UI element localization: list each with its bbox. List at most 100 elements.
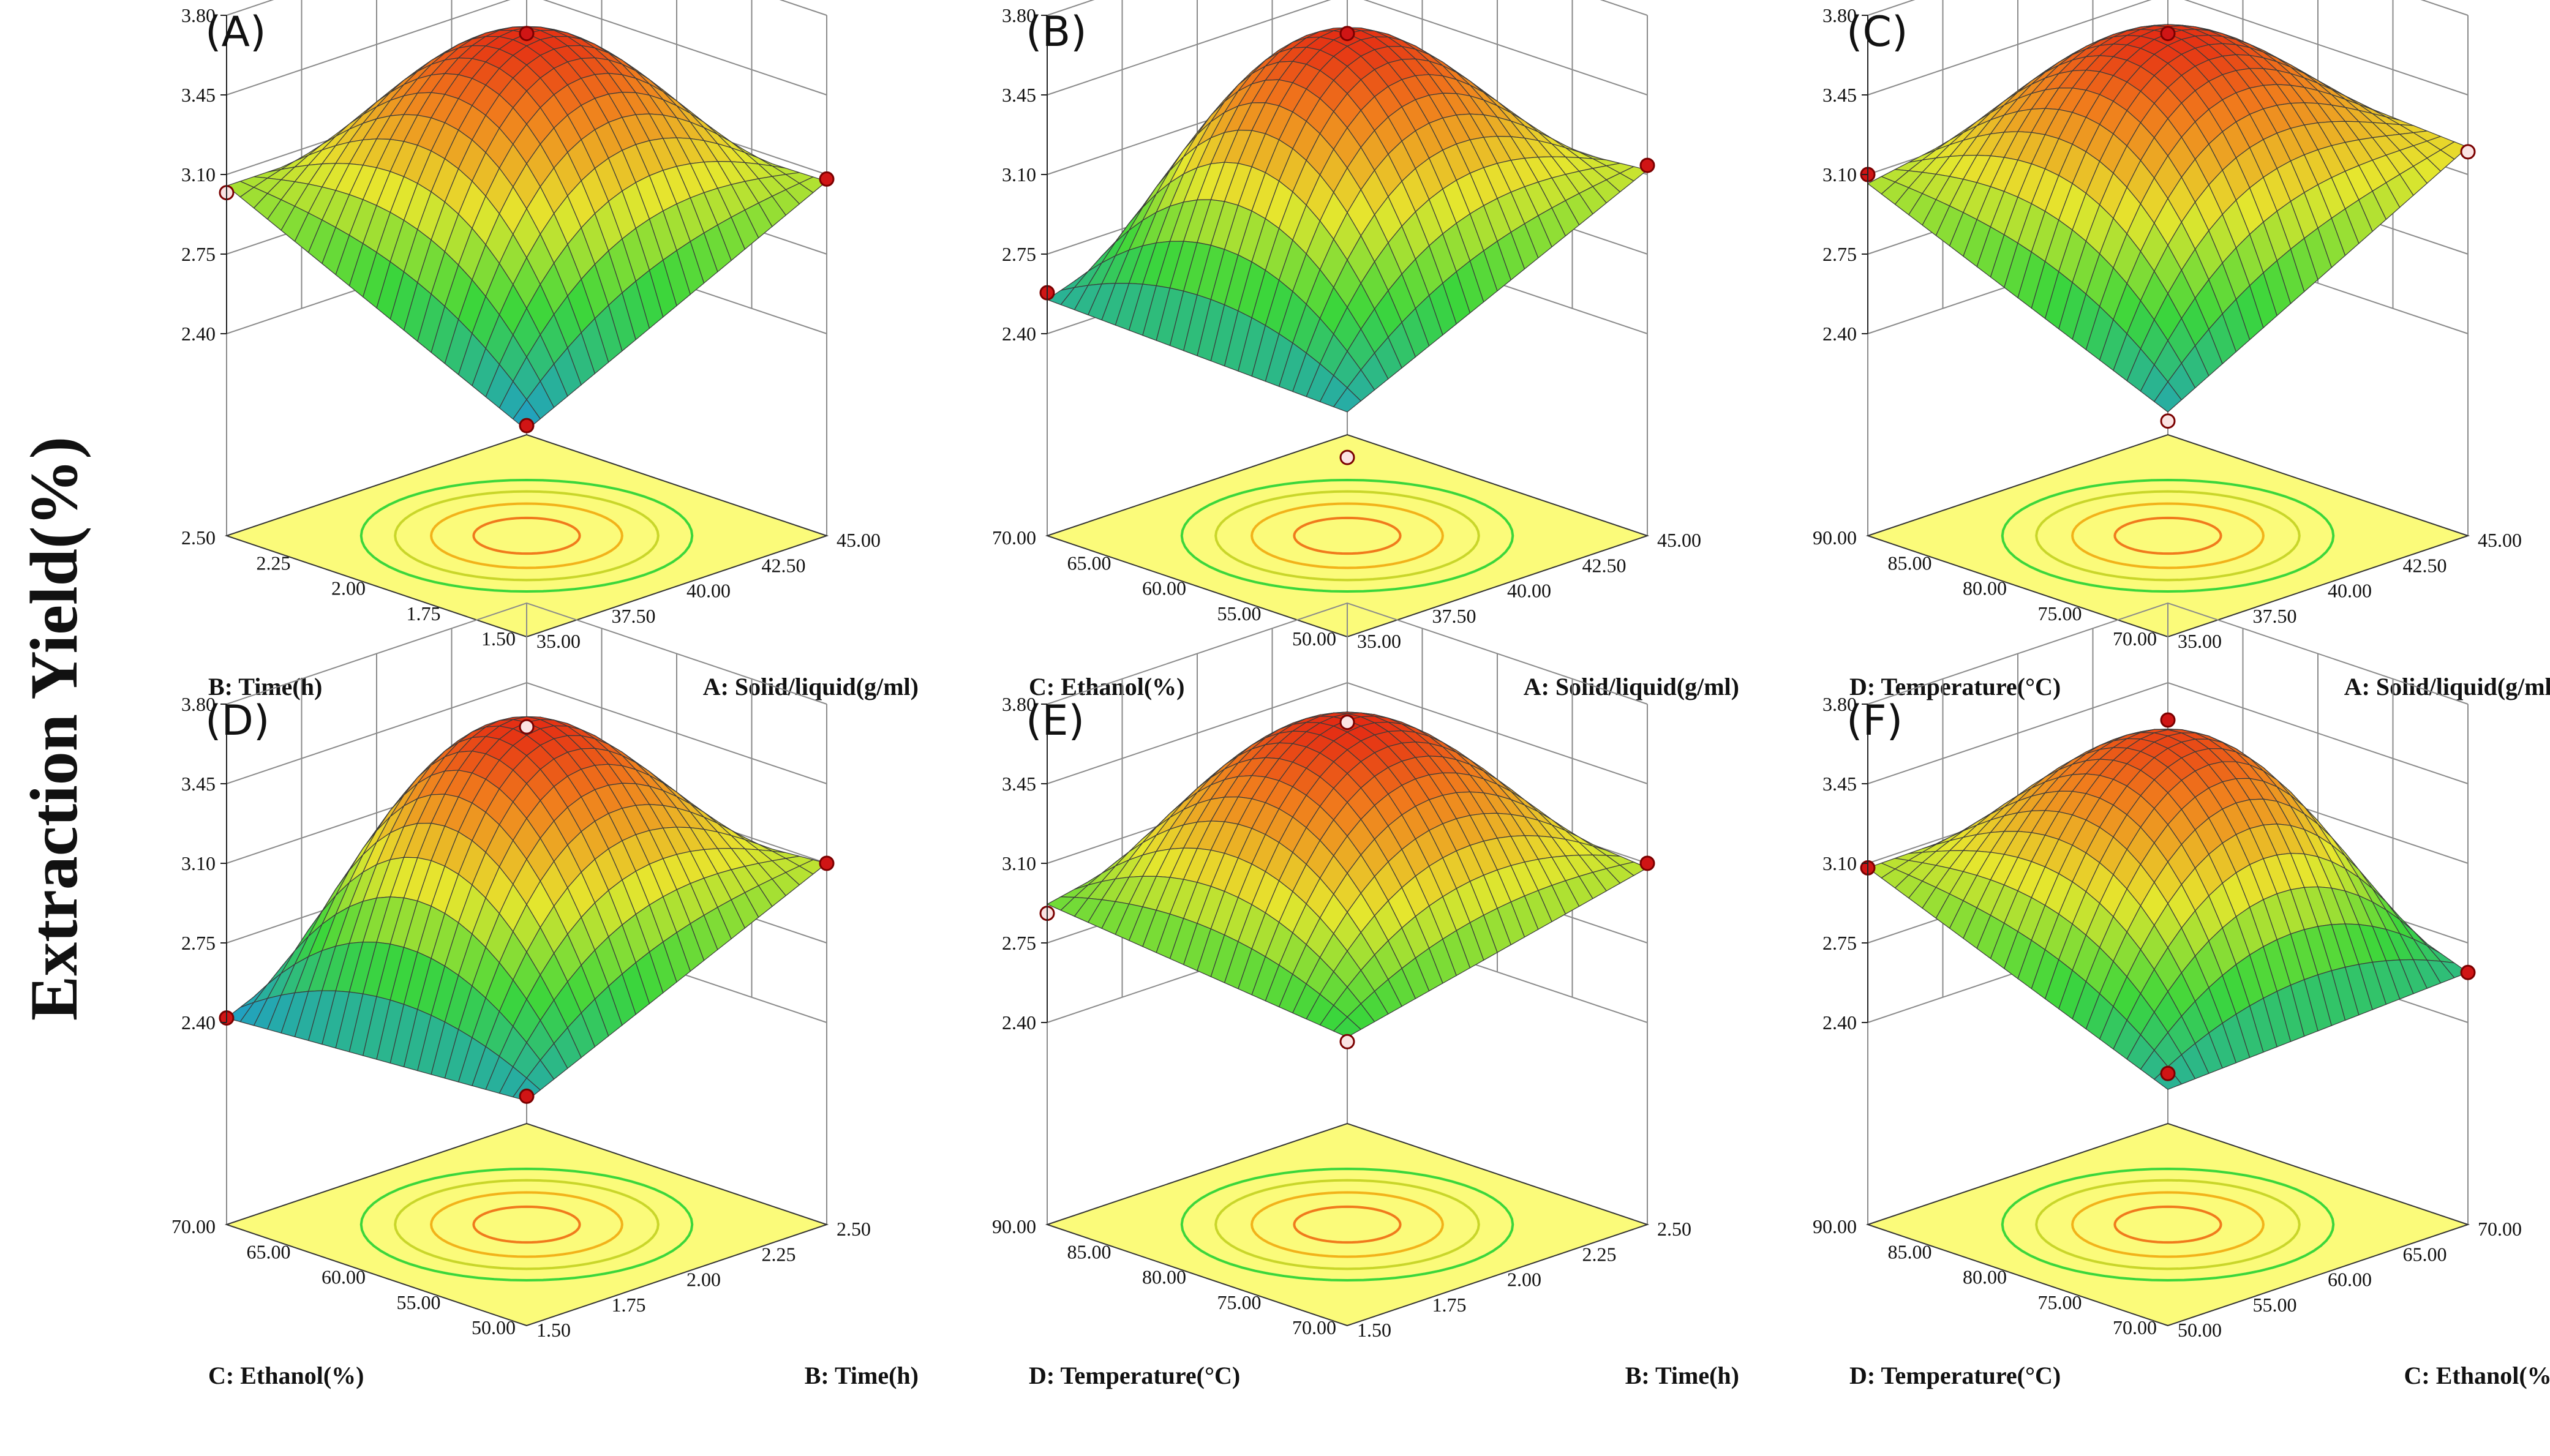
left-axis-tick-label: 50.00 (472, 1316, 516, 1338)
surface-panel: 2.40 2.75 3.10 3.45 3.80 50.00 55.00 60.00 65.00… (171, 602, 919, 1389)
left-axis-tick-label: 1.75 (407, 602, 441, 625)
right-axis-tick-label: 40.00 (1507, 580, 1551, 602)
z-tick-label: 2.75 (1822, 932, 1857, 954)
left-axis-tick-label: 2.25 (257, 552, 291, 574)
left-axis-tick-label: 85.00 (1888, 552, 1932, 574)
right-axis-tick-label: 60.00 (2328, 1269, 2372, 1291)
response-surface (1046, 27, 1649, 413)
z-tick-label: 3.80 (181, 693, 216, 715)
z-tick-label: 3.80 (1002, 693, 1036, 715)
left-axis-tick-label: 85.00 (1067, 1240, 1111, 1263)
right-axis-tick-label: 2.50 (837, 1218, 871, 1240)
figure-y-label: Extraction Yield(%) (17, 437, 91, 1021)
z-tick-label: 3.45 (1002, 84, 1036, 106)
contour-floor (224, 433, 829, 638)
z-tick-label: 2.75 (181, 932, 216, 954)
z-tick-label: 2.40 (1822, 1011, 1857, 1034)
left-axis-tick-label: 75.00 (1217, 1291, 1262, 1313)
surface-panel: 2.40 2.75 3.10 3.45 3.80 70.00 75.00 80.00 85.00… (992, 602, 1739, 1389)
panel-label: (F) (1846, 697, 1903, 745)
design-point (1339, 449, 1355, 465)
floor-contours (2001, 478, 2335, 593)
left-axis-tick-label: 80.00 (1142, 1266, 1186, 1288)
right-axis-label: B: Time(h) (805, 1362, 919, 1389)
right-axis-tick-label: 37.50 (2253, 605, 2297, 627)
left-axis-label: D: Temperature(°C) (1029, 1362, 1240, 1389)
z-tick-label: 3.80 (1822, 4, 1857, 26)
right-axis-label: A: Solid/liquid(g/ml) (1524, 673, 1739, 700)
right-axis-tick-label: 45.00 (2478, 529, 2522, 551)
surface-cell (1333, 1016, 1362, 1038)
left-axis-tick-label: 90.00 (1813, 1215, 1857, 1237)
right-axis-label: A: Solid/liquid(g/ml) (703, 673, 919, 700)
left-axis-tick-label: 65.00 (247, 1240, 291, 1263)
z-tick-label: 3.80 (181, 4, 216, 26)
left-axis-tick-label: 2.00 (331, 577, 366, 599)
surface-panel: 2.40 2.75 3.10 3.45 3.80 70.00 75.00 80.00 85.00… (1813, 602, 2550, 1389)
panel-label: (B) (1026, 8, 1087, 56)
z-tick-label: 2.40 (1002, 1011, 1036, 1034)
left-axis-tick-label: 55.00 (1217, 602, 1262, 625)
z-tick-label: 2.40 (181, 1011, 216, 1034)
surface-cell (2153, 381, 2183, 413)
contour-floor (1045, 1122, 1650, 1327)
right-axis-tick-label: 45.00 (837, 529, 881, 551)
z-tick-label: 3.80 (1822, 693, 1857, 715)
design-point (1339, 1034, 1355, 1049)
left-axis-label: D: Temperature(°C) (1849, 673, 2061, 700)
z-tick-label: 2.75 (1822, 243, 1857, 265)
surface-panel: 2.40 2.75 3.10 3.45 3.80 70.00 75.00 80.00 85.00… (1813, 0, 2550, 700)
z-tick-label: 3.10 (181, 163, 216, 186)
floor-contours (2001, 1167, 2335, 1282)
right-axis-tick-label: 42.50 (1582, 554, 1627, 576)
left-axis-tick-label: 1.50 (481, 628, 516, 650)
surface-panel: 2.40 2.75 3.10 3.45 3.80 50.00 55.00 60.00 65.00… (992, 0, 1739, 700)
design-point (519, 719, 535, 735)
surface-panel: 2.40 2.75 3.10 3.45 3.80 1.50 1.75 2.00 2.25 2.50… (181, 0, 919, 700)
right-axis-tick-label: 35.00 (536, 630, 581, 652)
z-tick-label: 3.45 (181, 84, 216, 106)
right-axis-tick-label: 35.00 (2178, 630, 2222, 652)
floor-contours (359, 1167, 694, 1282)
right-axis-tick-label: 40.00 (2328, 580, 2372, 602)
panel-label: (E) (1026, 697, 1085, 745)
right-axis-tick-label: 2.00 (1507, 1269, 1541, 1291)
right-axis-tick-label: 70.00 (2478, 1218, 2522, 1240)
design-point (1639, 855, 1655, 871)
design-point (519, 1088, 535, 1104)
floor-contours (359, 478, 694, 593)
left-axis-label: B: Time(h) (208, 673, 322, 700)
right-axis-tick-label: 35.00 (1357, 630, 1401, 652)
left-axis-tick-label: 80.00 (1963, 1266, 2007, 1288)
left-axis-tick-label: 50.00 (1292, 628, 1336, 650)
contour-floor (224, 1122, 829, 1327)
z-tick-label: 2.40 (1822, 323, 1857, 345)
right-axis-tick-label: 1.50 (536, 1319, 571, 1341)
z-tick-label: 3.10 (1822, 852, 1857, 874)
right-axis-tick-label: 1.75 (1432, 1294, 1467, 1316)
right-axis-tick-label: 2.25 (762, 1243, 796, 1265)
design-points (1860, 712, 2476, 1081)
right-axis-label: A: Solid/liquid(g/ml) (2344, 673, 2550, 700)
design-point (1639, 157, 1655, 173)
left-axis-tick-label: 90.00 (1813, 527, 1857, 549)
contour-floor (1865, 1122, 2470, 1327)
left-axis-tick-label: 80.00 (1963, 577, 2007, 599)
z-tick-label: 2.75 (181, 243, 216, 265)
response-surface (225, 716, 828, 1101)
surface-cell (1333, 387, 1362, 413)
design-points (1039, 26, 1655, 465)
right-axis-tick-label: 1.50 (1357, 1319, 1391, 1341)
left-axis-tick-label: 60.00 (322, 1266, 366, 1288)
left-axis-tick-label: 70.00 (2113, 1316, 2157, 1338)
contour-floor (1865, 433, 2470, 638)
left-axis-tick-label: 70.00 (992, 527, 1036, 549)
design-point (2160, 712, 2176, 728)
left-axis-tick-label: 55.00 (397, 1291, 441, 1313)
design-point (1339, 715, 1355, 730)
right-axis-tick-label: 55.00 (2253, 1294, 2297, 1316)
design-point (519, 418, 535, 433)
right-axis-tick-label: 42.50 (2403, 554, 2447, 576)
design-point (1339, 26, 1355, 42)
